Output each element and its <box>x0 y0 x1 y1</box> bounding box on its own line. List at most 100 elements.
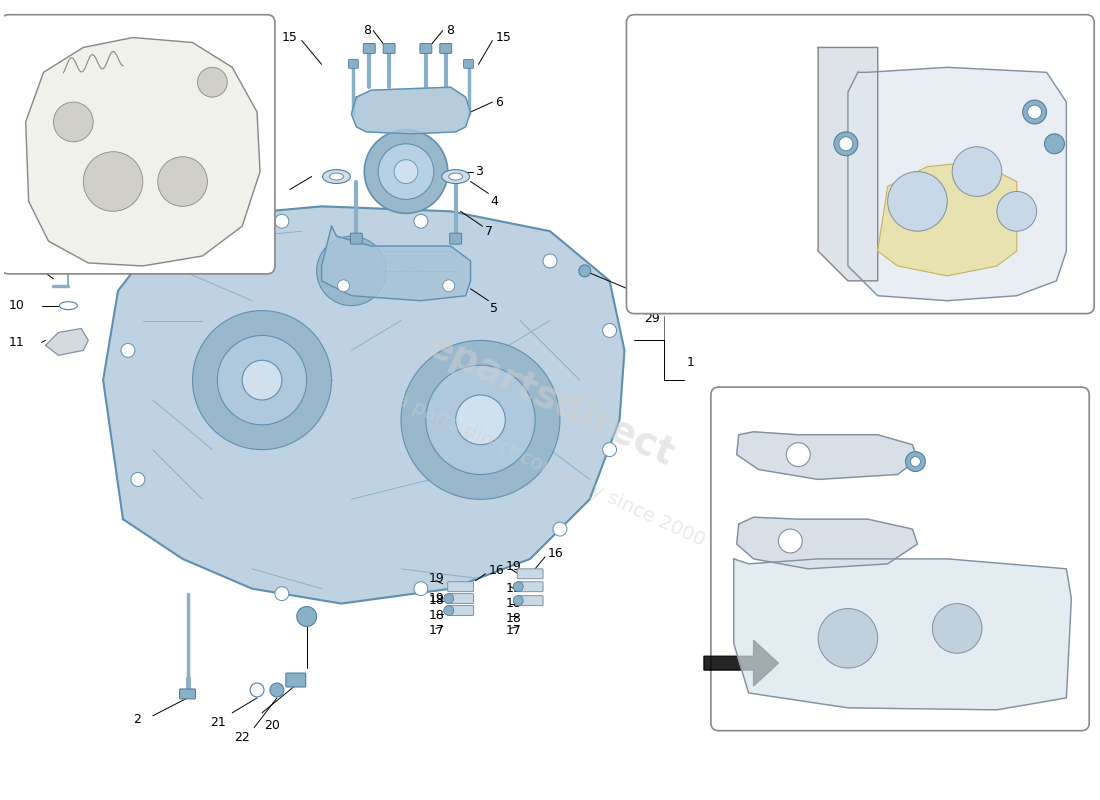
Polygon shape <box>45 329 88 355</box>
Text: 8: 8 <box>363 24 372 37</box>
Text: 17: 17 <box>505 624 521 637</box>
Polygon shape <box>734 559 1071 710</box>
Circle shape <box>905 452 925 471</box>
Circle shape <box>414 582 428 596</box>
Circle shape <box>603 323 616 338</box>
Text: 18: 18 <box>429 609 444 622</box>
Text: 8: 8 <box>446 24 453 37</box>
Circle shape <box>317 236 386 306</box>
FancyBboxPatch shape <box>420 43 432 54</box>
Text: 20: 20 <box>264 719 279 732</box>
FancyBboxPatch shape <box>349 59 359 68</box>
Text: 4: 4 <box>491 195 498 208</box>
FancyBboxPatch shape <box>1 14 275 274</box>
Text: 22: 22 <box>234 731 250 744</box>
Polygon shape <box>25 38 260 266</box>
Text: 6: 6 <box>495 95 504 109</box>
FancyBboxPatch shape <box>517 582 543 592</box>
Text: 11: 11 <box>9 336 24 349</box>
Circle shape <box>443 594 453 603</box>
Text: 14: 14 <box>289 671 306 685</box>
Circle shape <box>297 606 317 626</box>
Circle shape <box>378 144 433 199</box>
Circle shape <box>426 366 535 474</box>
Text: 9: 9 <box>12 254 20 267</box>
Circle shape <box>786 442 811 466</box>
Circle shape <box>997 191 1036 231</box>
Circle shape <box>834 132 858 156</box>
Text: 17: 17 <box>429 624 444 637</box>
FancyBboxPatch shape <box>517 596 543 606</box>
FancyBboxPatch shape <box>440 43 452 54</box>
Circle shape <box>553 522 566 536</box>
Circle shape <box>338 280 350 292</box>
FancyBboxPatch shape <box>363 43 375 54</box>
Circle shape <box>218 335 307 425</box>
Text: 29: 29 <box>645 312 660 325</box>
Ellipse shape <box>330 173 343 180</box>
FancyBboxPatch shape <box>517 569 543 578</box>
FancyBboxPatch shape <box>351 233 362 244</box>
Circle shape <box>84 152 143 211</box>
Polygon shape <box>351 87 471 134</box>
Circle shape <box>270 683 284 697</box>
FancyBboxPatch shape <box>448 582 473 592</box>
Circle shape <box>156 254 169 268</box>
Circle shape <box>242 360 282 400</box>
Text: 28: 28 <box>992 485 1008 498</box>
FancyBboxPatch shape <box>463 59 473 68</box>
Text: 18: 18 <box>429 594 444 607</box>
Circle shape <box>455 395 505 445</box>
Text: 3: 3 <box>475 165 483 178</box>
FancyBboxPatch shape <box>711 387 1089 730</box>
Text: 21: 21 <box>210 716 227 730</box>
Circle shape <box>1045 134 1065 154</box>
FancyBboxPatch shape <box>450 233 462 244</box>
Text: 12: 12 <box>12 38 28 51</box>
Text: 10: 10 <box>9 299 24 312</box>
Text: 19: 19 <box>429 572 444 586</box>
FancyBboxPatch shape <box>383 43 395 54</box>
Circle shape <box>911 457 921 466</box>
Circle shape <box>579 265 591 277</box>
Text: epartsdirect: epartsdirect <box>420 326 680 474</box>
Text: 19: 19 <box>429 592 444 605</box>
Ellipse shape <box>59 302 77 310</box>
Circle shape <box>543 254 557 268</box>
Polygon shape <box>848 67 1066 301</box>
Circle shape <box>275 214 289 228</box>
Text: 15: 15 <box>282 31 298 44</box>
Text: 19: 19 <box>505 560 521 574</box>
Text: 16: 16 <box>488 564 504 578</box>
Circle shape <box>414 214 428 228</box>
Polygon shape <box>737 432 917 479</box>
Circle shape <box>364 130 448 214</box>
Text: 7: 7 <box>485 225 494 238</box>
FancyBboxPatch shape <box>286 673 306 687</box>
Circle shape <box>839 137 853 150</box>
Text: 5: 5 <box>491 302 498 315</box>
Polygon shape <box>103 206 625 603</box>
Circle shape <box>603 442 616 457</box>
Circle shape <box>121 343 135 358</box>
Text: 23: 23 <box>803 54 820 67</box>
Text: 19: 19 <box>505 582 521 595</box>
Circle shape <box>514 596 524 606</box>
Text: 15: 15 <box>495 31 512 44</box>
Circle shape <box>779 529 802 553</box>
Text: 18: 18 <box>505 612 521 625</box>
Text: 18: 18 <box>505 597 521 610</box>
Text: 24: 24 <box>878 54 893 67</box>
Circle shape <box>888 171 947 231</box>
Polygon shape <box>321 226 471 301</box>
Polygon shape <box>878 162 1016 276</box>
Text: a parts direct company since 2000: a parts direct company since 2000 <box>393 390 707 550</box>
Circle shape <box>818 609 878 668</box>
Circle shape <box>131 473 145 486</box>
Circle shape <box>54 102 94 142</box>
Circle shape <box>443 606 453 615</box>
Polygon shape <box>737 517 917 569</box>
FancyBboxPatch shape <box>627 14 1094 314</box>
FancyBboxPatch shape <box>448 606 473 615</box>
FancyBboxPatch shape <box>448 594 473 603</box>
